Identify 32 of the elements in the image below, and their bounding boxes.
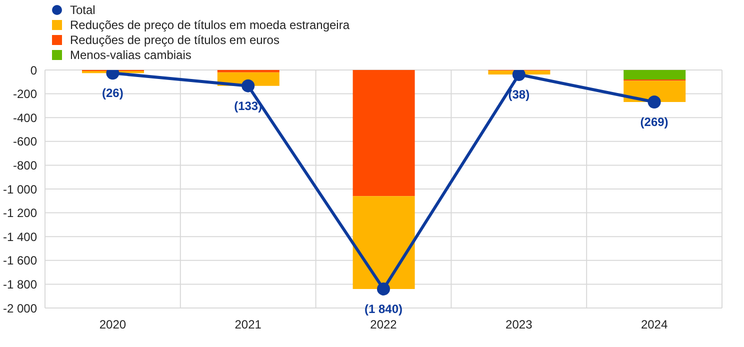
y-tick-label: -1 400 bbox=[2, 230, 38, 244]
legend-label: Menos-valias cambiais bbox=[70, 48, 192, 62]
bar bbox=[352, 70, 415, 196]
x-tick-label: 2023 bbox=[506, 318, 533, 332]
x-tick-label: 2021 bbox=[234, 318, 262, 332]
bar bbox=[624, 70, 686, 80]
point bbox=[512, 70, 526, 82]
x-tick-label: 2020 bbox=[99, 318, 126, 332]
legend-label: Reduções de preço de títulos em euros bbox=[70, 32, 280, 46]
y-tick-label: -1 800 bbox=[2, 277, 38, 292]
y-tick-label: -800 bbox=[12, 158, 38, 172]
data-label: (269) bbox=[640, 115, 668, 130]
x-tick-label: 2024 bbox=[640, 318, 668, 332]
y-tick-label: -400 bbox=[12, 110, 38, 125]
y-tick-label: -1 600 bbox=[2, 254, 38, 268]
data-label: (38) bbox=[508, 88, 530, 102]
legend-label: Total bbox=[70, 2, 96, 16]
x-tick-label: 2022 bbox=[370, 318, 398, 332]
y-tick-label: -600 bbox=[12, 134, 38, 149]
y-tick-label: -2 000 bbox=[2, 301, 38, 316]
data-label: (26) bbox=[102, 86, 124, 100]
bar bbox=[352, 196, 415, 289]
point bbox=[106, 70, 120, 80]
y-tick-label: -1 200 bbox=[2, 206, 38, 220]
point bbox=[377, 282, 390, 296]
point bbox=[242, 79, 255, 92]
y-tick-label: 0 bbox=[30, 63, 38, 78]
y-tick-label: -1 000 bbox=[2, 182, 38, 196]
legend-label: Reduções de preço de títulos em moeda estrangeira bbox=[70, 18, 350, 32]
data-label: (1 840) bbox=[364, 302, 403, 316]
point bbox=[648, 96, 661, 109]
y-tick-label: -200 bbox=[12, 87, 38, 102]
